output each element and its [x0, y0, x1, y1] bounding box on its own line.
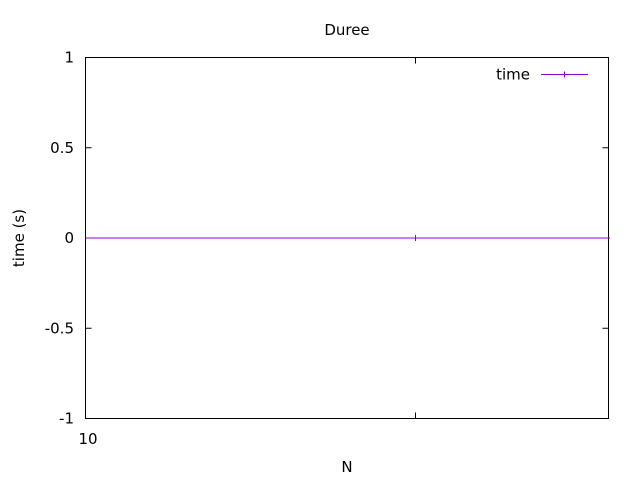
y-tick-label: -1: [59, 410, 74, 428]
y-tick-label: 0: [64, 229, 74, 247]
data-point: [412, 235, 419, 241]
legend: time: [496, 66, 588, 84]
x-axis-label: N: [341, 458, 352, 476]
y-tick-label: 1: [64, 49, 74, 67]
x-tick-label: 10: [78, 430, 97, 448]
legend-marker: [561, 71, 568, 78]
legend-label: time: [496, 66, 530, 84]
y-axis: 1 0.5 0 -0.5 -1: [45, 49, 609, 428]
x-axis: 10: [78, 57, 416, 448]
y-axis-label: time (s): [10, 209, 28, 267]
chart-title: Duree: [324, 21, 369, 39]
series-layer: [85, 235, 610, 241]
y-tick-label: 0.5: [50, 139, 74, 157]
y-tick-label: -0.5: [45, 319, 74, 337]
